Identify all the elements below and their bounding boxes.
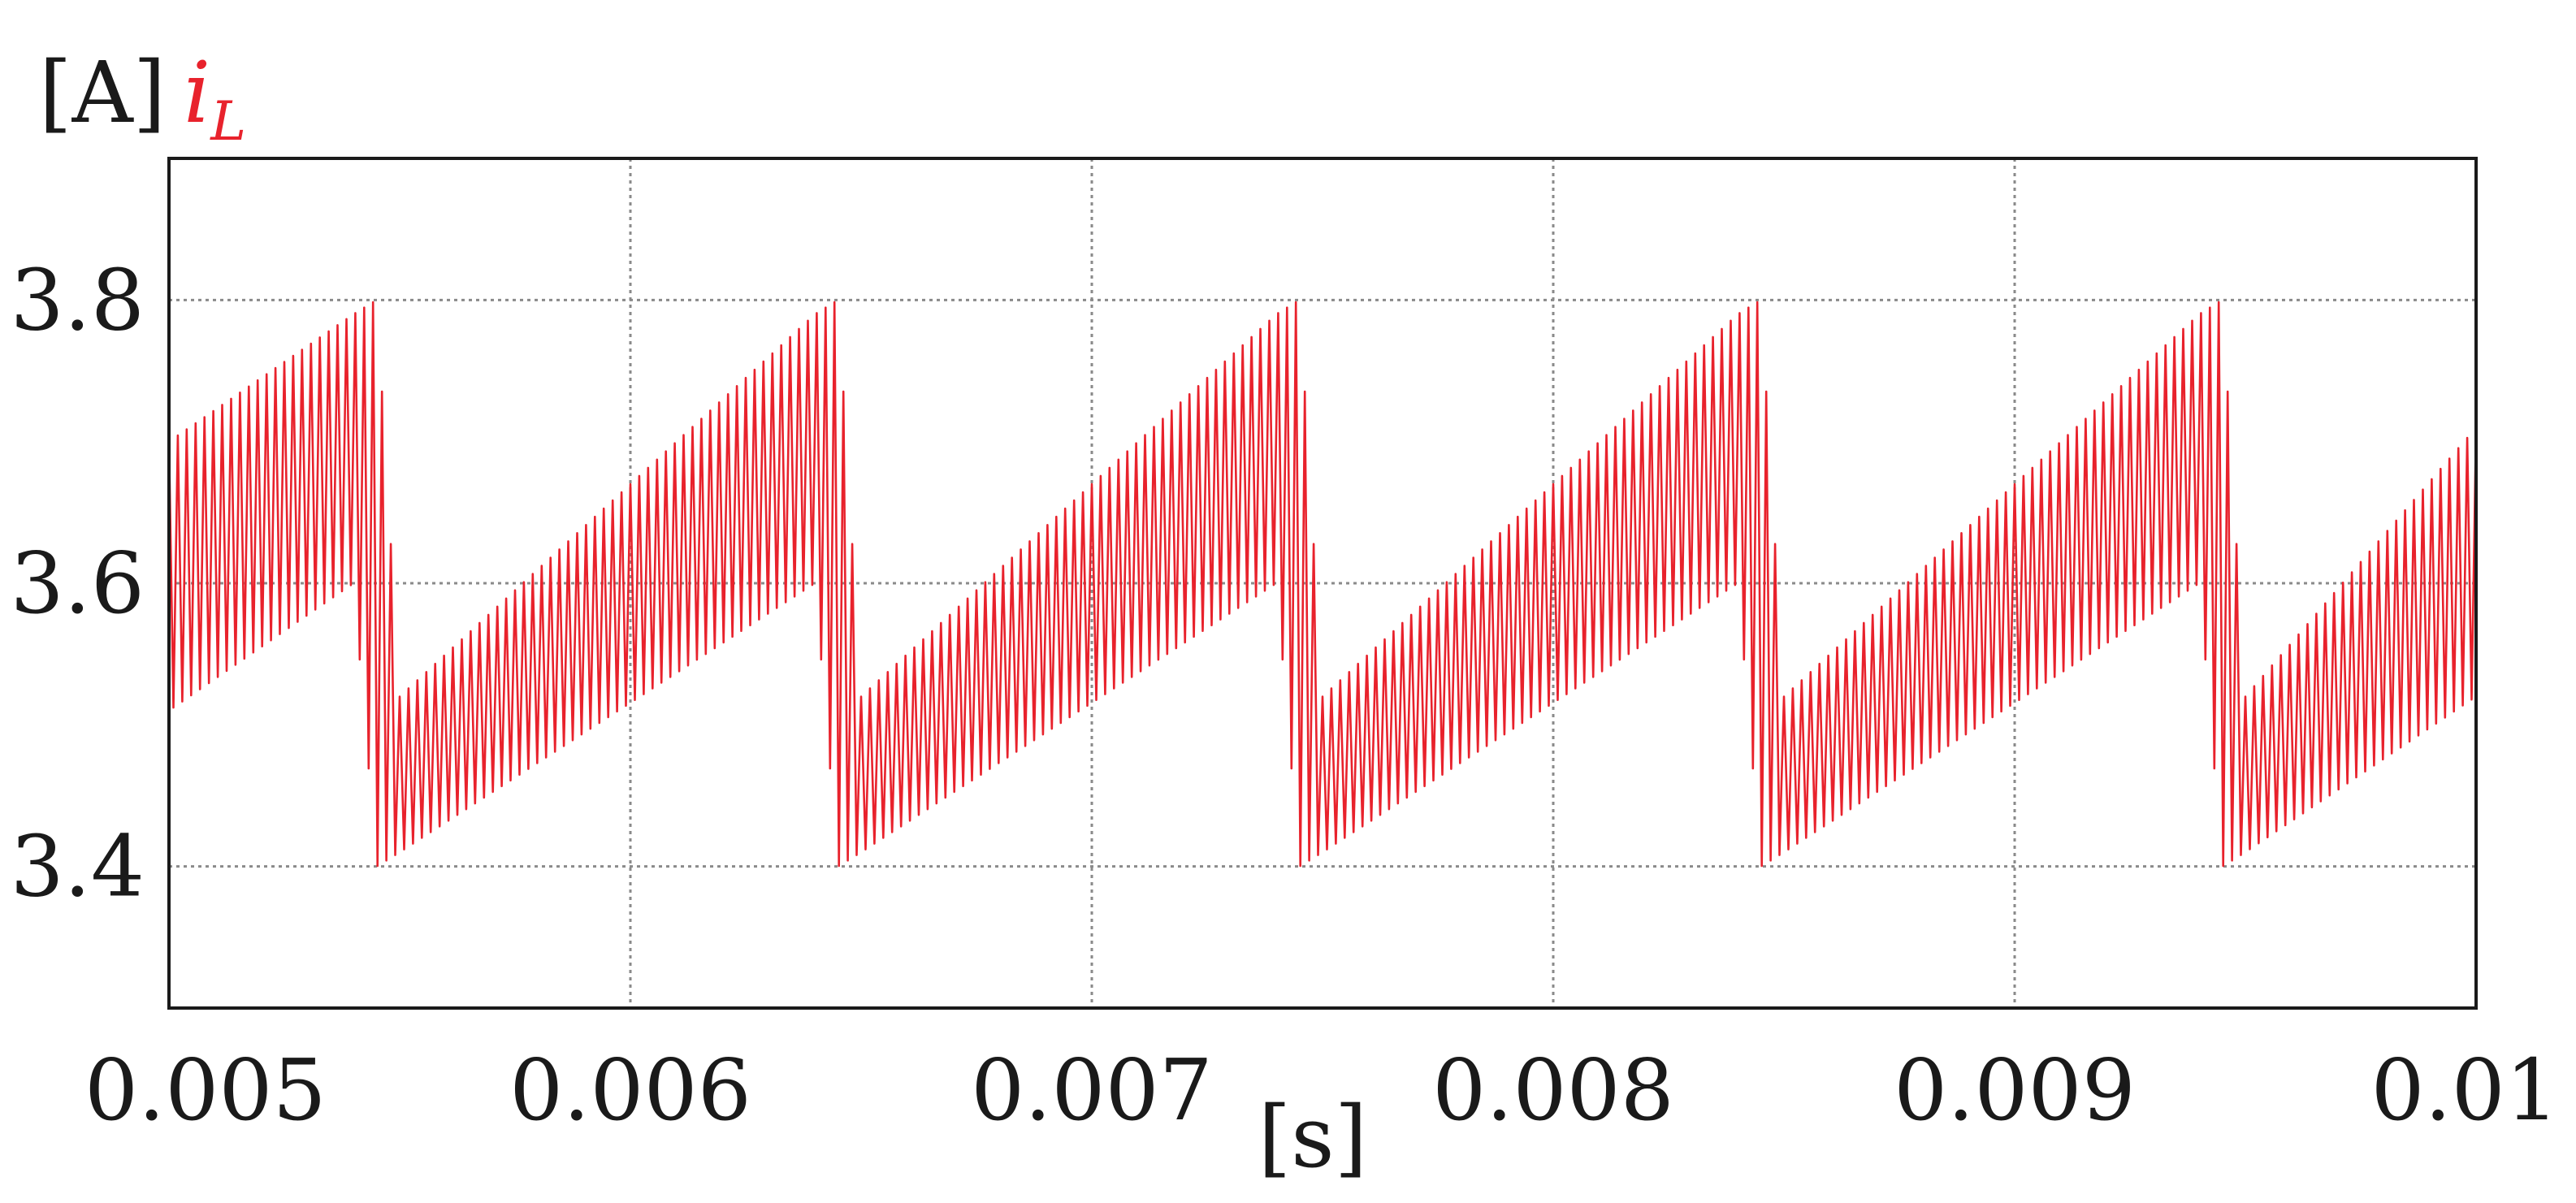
x-tick-label: 0.01 [2370, 1041, 2559, 1140]
series-name: i [184, 43, 210, 142]
y-tick-label: 3.6 [11, 534, 145, 633]
y-tick-labels: 3.4 3.6 3.8 [11, 250, 145, 915]
x-tick-label: 0.006 [509, 1041, 751, 1140]
y-axis-label: [A] [39, 43, 166, 142]
y-tick-label: 3.8 [11, 250, 145, 349]
x-tick-label: 0.005 [84, 1041, 327, 1140]
grid [169, 158, 2476, 1008]
x-axis-label: [s] [1258, 1088, 1368, 1187]
series-legend-label: iL [184, 43, 246, 153]
y-tick-label: 3.4 [11, 817, 145, 916]
x-tick-label: 0.007 [971, 1041, 1213, 1140]
x-tick-label: 0.008 [1432, 1041, 1674, 1140]
series-name-subscript: L [210, 90, 246, 153]
series-line-iL [167, 301, 2478, 868]
plot-frame [167, 157, 2478, 1010]
x-tick-labels: 0.005 0.006 0.007 0.008 0.009 0.01 [84, 1041, 2559, 1140]
series-layer [167, 301, 2478, 868]
x-tick-label: 0.009 [1894, 1041, 2136, 1140]
